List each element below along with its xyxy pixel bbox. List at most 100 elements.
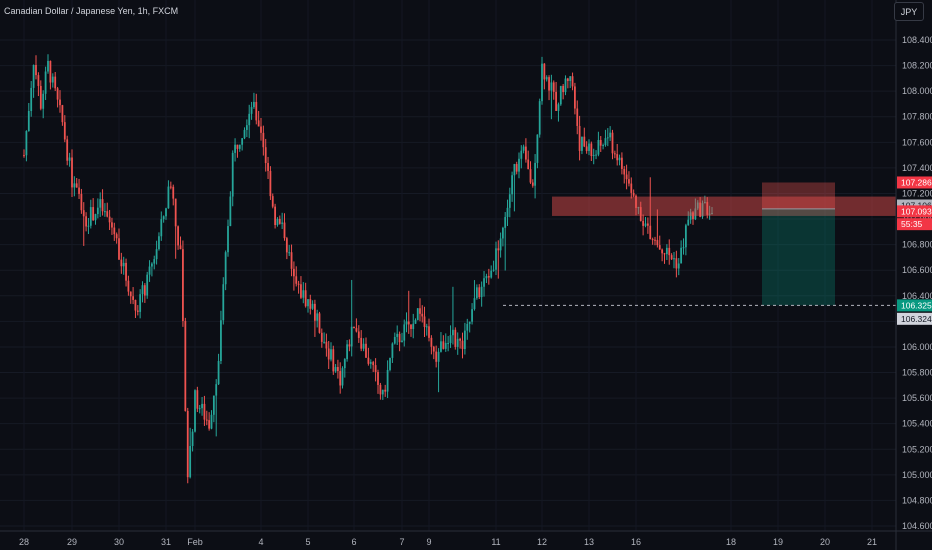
price-tick-label: 108.200 xyxy=(902,61,932,71)
candle-body xyxy=(656,240,659,246)
candle-body xyxy=(623,168,626,175)
stop-loss-zone[interactable] xyxy=(762,182,835,209)
candle-body xyxy=(325,341,328,349)
candle-body xyxy=(89,207,92,226)
candle-body xyxy=(160,219,163,237)
take-profit-zone[interactable] xyxy=(762,208,835,306)
candle-body xyxy=(430,337,433,347)
candle-body xyxy=(314,303,316,321)
price-tag-label: 107.286 xyxy=(901,177,932,187)
candle-body xyxy=(51,76,54,83)
candles-layer[interactable] xyxy=(23,54,713,484)
candle-body xyxy=(699,202,702,217)
candle-body xyxy=(393,336,396,344)
date-tick-label: 31 xyxy=(161,537,171,547)
candle-body xyxy=(414,319,417,324)
candle-body xyxy=(625,174,628,180)
candle-body xyxy=(332,349,335,372)
candle-body xyxy=(68,157,71,161)
candle-body xyxy=(229,196,232,227)
candle-body xyxy=(101,199,104,212)
candle-body xyxy=(49,60,52,83)
candle-body xyxy=(357,331,360,338)
candle-body xyxy=(132,296,134,300)
candle-body xyxy=(628,179,630,184)
price-tick-label: 108.000 xyxy=(902,86,932,96)
candle-body xyxy=(630,183,633,193)
candle-body xyxy=(487,276,490,278)
candle-body xyxy=(456,338,459,347)
candle-body xyxy=(550,82,553,91)
candle-body xyxy=(231,152,234,197)
time-axis[interactable]: 28 29 30 31 Feb 4 5 6 7 9 11 12 13 16 18 19 20 21 xyxy=(19,537,877,547)
candle-body xyxy=(428,326,430,338)
candle-body xyxy=(513,164,516,176)
candle-body xyxy=(151,263,153,267)
price-tick-label: 104.600 xyxy=(902,521,932,531)
candle-body xyxy=(243,129,246,139)
price-tick-label: 107.400 xyxy=(902,163,932,173)
candle-body xyxy=(212,395,215,415)
candle-body xyxy=(637,207,640,209)
price-tag-label: 107.093 xyxy=(901,206,932,216)
candle-body xyxy=(490,270,493,278)
candle-body xyxy=(480,286,483,298)
candle-body xyxy=(316,313,319,321)
candle-body xyxy=(153,259,156,264)
candle-body xyxy=(381,389,384,395)
candle-body xyxy=(30,87,33,112)
candle-body xyxy=(337,367,339,372)
candle-body xyxy=(198,408,201,410)
date-tick-label: 13 xyxy=(584,537,594,547)
candle-body xyxy=(177,226,179,246)
candle-body xyxy=(522,146,525,151)
price-tick-label: 104.800 xyxy=(902,495,932,505)
candle-body xyxy=(663,253,666,255)
candle-body xyxy=(673,258,675,260)
candle-body xyxy=(475,287,478,299)
currency-button[interactable]: JPY xyxy=(894,2,924,21)
date-tick-label: 16 xyxy=(631,537,641,547)
candle-body xyxy=(42,93,45,109)
resistance-zone[interactable] xyxy=(552,196,896,216)
candle-body xyxy=(592,155,595,157)
candle-body xyxy=(281,222,284,224)
candle-body xyxy=(355,328,358,332)
candle-body xyxy=(61,105,64,123)
candle-body xyxy=(194,390,196,432)
candle-body xyxy=(403,324,406,341)
candle-body xyxy=(104,211,106,213)
candle-body xyxy=(300,284,302,298)
date-tick-label: 12 xyxy=(537,537,547,547)
candle-body xyxy=(71,157,73,188)
candle-body xyxy=(122,262,125,267)
candle-body xyxy=(360,337,363,349)
candle-body xyxy=(320,332,323,342)
candle-body xyxy=(423,316,426,327)
candle-body xyxy=(569,76,572,81)
candle-body xyxy=(162,216,165,220)
candle-body xyxy=(541,63,543,102)
candle-body xyxy=(307,299,309,307)
candle-body xyxy=(687,219,690,226)
candle-body xyxy=(461,340,464,350)
candle-body xyxy=(642,220,645,226)
candle-body xyxy=(518,158,520,172)
candle-body xyxy=(495,248,497,270)
price-tick-label: 107.600 xyxy=(902,137,932,147)
drawings-layer[interactable] xyxy=(503,182,896,306)
candle-body xyxy=(668,247,671,256)
candle-body xyxy=(675,258,678,269)
candle-body xyxy=(389,357,391,370)
candle-body xyxy=(583,136,586,147)
candle-body xyxy=(478,287,481,298)
candle-body xyxy=(416,308,419,320)
candle-body xyxy=(374,365,377,373)
candle-body xyxy=(323,341,325,343)
candle-body xyxy=(318,313,321,333)
candle-body xyxy=(111,222,113,228)
candle-body xyxy=(447,342,450,344)
candle-body xyxy=(224,252,227,285)
candle-body xyxy=(463,330,466,350)
